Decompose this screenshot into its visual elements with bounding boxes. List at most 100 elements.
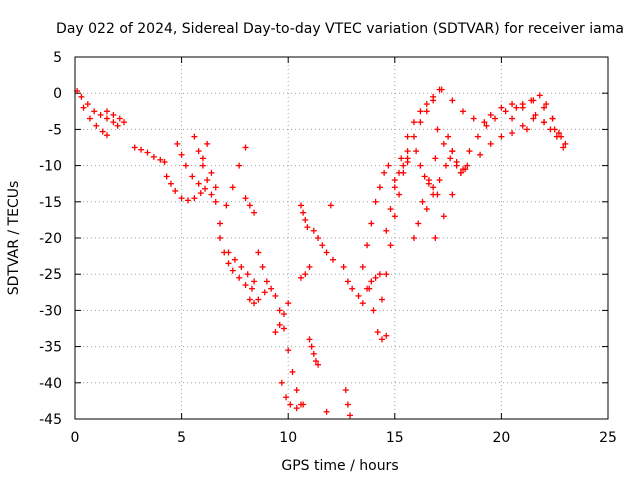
data-point (549, 115, 556, 122)
data-point (236, 274, 243, 281)
data-point (432, 235, 439, 241)
data-point (272, 292, 279, 299)
data-point (383, 227, 390, 234)
series-arc-13 (246, 285, 275, 307)
series-arc-33 (410, 155, 439, 241)
data-point (86, 115, 93, 122)
data-point (445, 133, 452, 140)
data-point (246, 202, 253, 209)
data-point (509, 115, 516, 122)
data-point (440, 140, 447, 147)
data-point (460, 108, 467, 115)
data-point (376, 184, 383, 191)
series-arc-12 (225, 249, 258, 285)
data-point (410, 133, 417, 140)
data-point (391, 177, 398, 184)
data-point (163, 173, 170, 180)
data-point (223, 202, 230, 209)
data-point (398, 155, 405, 162)
data-point (366, 285, 373, 292)
data-point (114, 122, 121, 129)
data-point (251, 209, 258, 216)
data-point (487, 140, 494, 147)
data-point (519, 122, 526, 129)
data-point (138, 146, 145, 153)
series-arc-01 (74, 88, 110, 139)
data-point (417, 108, 424, 115)
chart-title: Day 022 of 2024, Sidereal Day-to-day VTE… (56, 21, 624, 37)
data-point (379, 336, 386, 343)
data-point (319, 242, 326, 249)
data-point (272, 329, 279, 336)
series-arc-19 (297, 263, 313, 281)
data-point (280, 325, 287, 332)
data-point (312, 358, 319, 365)
data-point (300, 209, 307, 216)
data-point (161, 158, 168, 165)
data-point (306, 336, 313, 343)
data-point (293, 405, 300, 412)
data-point (116, 115, 123, 122)
axes: 0 5 10 15 20 25 5 0 -5 -10 -15 -20 -25 -30 -35 -40 -45 (39, 50, 617, 446)
data-point (195, 180, 202, 187)
x-tick-label: 0 (71, 430, 80, 446)
data-point (483, 122, 490, 129)
data-point (492, 115, 499, 122)
data-point (536, 92, 543, 99)
series-arc-32 (413, 148, 441, 198)
data-point (315, 235, 322, 241)
data-point (327, 202, 334, 209)
data-point (470, 115, 477, 122)
series-arc-41 (509, 92, 569, 147)
data-point (91, 108, 98, 115)
data-point (436, 177, 443, 184)
series-arc-10 (242, 195, 258, 216)
data-point (400, 162, 407, 169)
data-point (423, 206, 430, 213)
series-arc-16 (278, 379, 307, 412)
data-point (355, 292, 362, 299)
data-point (289, 368, 296, 375)
data-point (236, 162, 243, 169)
data-point (204, 177, 211, 184)
data-point (231, 256, 238, 263)
series-arc-23 (342, 387, 354, 419)
series-arc-07 (191, 133, 219, 205)
data-point (502, 108, 509, 115)
data-point (212, 198, 219, 205)
data-point (195, 148, 202, 155)
x-tick-label: 15 (386, 430, 404, 446)
data-point (216, 235, 223, 241)
data-point (78, 93, 85, 100)
data-point (532, 111, 539, 118)
series-arc-40 (487, 97, 535, 118)
series-arc-24 (340, 263, 356, 292)
data-point (410, 119, 417, 126)
data-point (383, 332, 390, 339)
series-arc-02 (78, 93, 121, 129)
series-arc-05 (163, 173, 204, 204)
y-axis-label: SDTVAR / TECUs (6, 181, 22, 296)
data-point (242, 144, 249, 151)
series-arc-09 (216, 144, 249, 227)
data-point (477, 151, 484, 158)
data-point (308, 343, 315, 350)
y-tick-label: -15 (39, 195, 62, 211)
data-point (423, 108, 430, 115)
data-point (212, 184, 219, 191)
data-point (419, 198, 426, 205)
data-point (182, 162, 189, 169)
data-point (189, 173, 196, 180)
data-point (442, 162, 449, 169)
data-point (191, 195, 198, 202)
data-point (329, 256, 336, 263)
series-arc-43 (541, 119, 567, 151)
data-point (453, 158, 460, 165)
data-point (440, 213, 447, 220)
data-point (530, 115, 537, 122)
data-point (417, 119, 424, 126)
data-point (229, 184, 236, 191)
data-point (372, 274, 379, 281)
data-point (513, 104, 520, 111)
data-point (199, 155, 206, 162)
